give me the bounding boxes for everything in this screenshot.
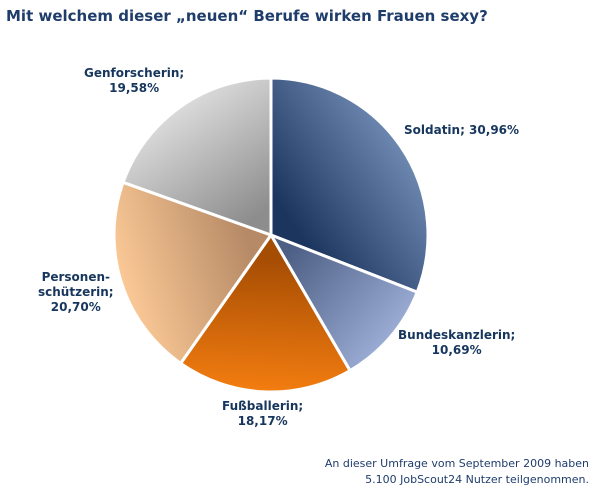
slice-label-line: 20,70% xyxy=(50,300,101,314)
slice-label-line: 19,58% xyxy=(109,81,160,95)
slice-label-line: schützerin; xyxy=(38,285,114,299)
footnote-line-1: An dieser Umfrage vom September 2009 hab… xyxy=(324,457,589,470)
pie-slice-fussballerin xyxy=(179,233,352,394)
slice-label-line: 18,17% xyxy=(237,414,288,428)
slice-label-line: 10,69% xyxy=(431,343,482,357)
slice-label-bundeskanzlerin: Bundeskanzlerin; 10,69% xyxy=(398,328,515,358)
slice-label-line: Genforscherin; xyxy=(84,66,185,80)
pie-slice-personenschuetzerin xyxy=(112,180,273,365)
pie-slice-bundeskanzlerin xyxy=(269,233,419,373)
slice-label-line: Personen- xyxy=(41,270,111,284)
slice-label-line: Fußballerin; xyxy=(222,399,304,413)
pie-slice-genforscherin xyxy=(121,76,273,237)
footnote: An dieser Umfrage vom September 2009 hab… xyxy=(325,456,589,488)
slice-label-genforscherin: Genforscherin; 19,58% xyxy=(84,66,184,96)
pie-slice-soldatin xyxy=(269,76,430,294)
slice-label-soldatin: Soldatin; 30,96% xyxy=(404,123,519,138)
slice-label-personenschuetzerin: Personen- schützerin; 20,70% xyxy=(38,270,114,315)
chart-title: Mit welchem dieser „neuen“ Berufe wirken… xyxy=(6,7,488,25)
slice-label-line: Soldatin; 30,96% xyxy=(404,123,520,137)
slice-label-line: Bundeskanzlerin; xyxy=(398,328,516,342)
footnote-line-2: 5.100 JobScout24 Nutzer teilgenommen. xyxy=(365,473,589,486)
slice-label-fussballerin: Fußballerin; 18,17% xyxy=(222,399,303,429)
